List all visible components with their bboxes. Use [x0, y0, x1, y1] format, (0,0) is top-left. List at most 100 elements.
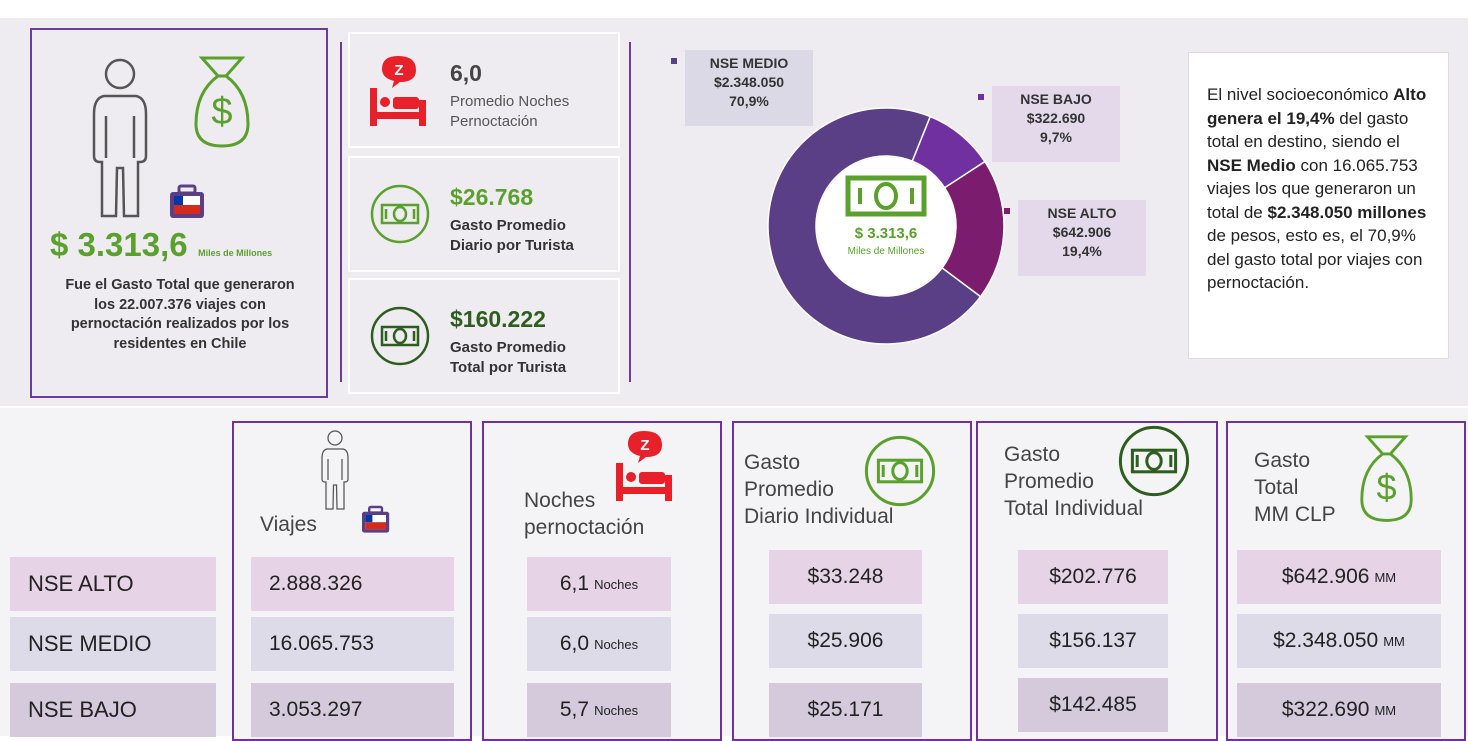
header-line: Gasto — [744, 451, 801, 474]
column-header: Viajes — [260, 511, 317, 538]
donut-segment — [767, 107, 982, 345]
stat-label: Gasto Promedio — [450, 339, 566, 356]
header-line: Promedio — [1004, 470, 1094, 493]
cell-unit: Noches — [594, 702, 639, 718]
label-name: NSE ALTO — [1047, 205, 1117, 221]
cell-unit: MM — [1374, 702, 1397, 718]
description-line: los 22.007.376 viajes con — [94, 296, 266, 313]
summary-unit: Miles de Millones — [198, 248, 273, 258]
table-cell: $25.906 — [769, 614, 922, 668]
stat-value: $26.768 — [450, 184, 534, 210]
stat-label: Gasto Promedio — [450, 217, 566, 234]
stat-box: Z 6,0 Promedio Noches Pernoctación — [348, 32, 620, 148]
table-cell: $2.348.050 MM — [1237, 614, 1441, 668]
cell-unit: Noches — [594, 636, 639, 652]
money-bag-icon: $ — [194, 56, 250, 148]
summary-amount-row: $ 3.313,6 Miles de Millones — [50, 226, 330, 264]
cell-unit: Noches — [594, 576, 639, 592]
table-cell: $156.137 — [1018, 614, 1168, 668]
stat-value: $160.222 — [450, 306, 546, 332]
header-line: Total Individual — [1004, 497, 1143, 520]
label-amount: $322.690 — [1026, 110, 1086, 126]
column-icon — [321, 430, 390, 533]
table-cell: 6,1 Noches — [527, 557, 671, 611]
table-column: Viajes 2.888.326 16.065.753 3.053.297 — [232, 421, 472, 741]
note-segment: del gasto total en destino, siendo el — [1207, 108, 1409, 152]
donut-label: NSE MEDIO $2.348.050 70,9% — [685, 50, 813, 126]
column-header: Noches pernoctación — [524, 487, 644, 541]
stat-value: 6,0 — [450, 60, 482, 86]
table-cell: $642.906 MM — [1237, 550, 1441, 604]
header-line: Total — [1254, 476, 1299, 499]
table-cell: $33.248 — [769, 550, 922, 604]
description-line: pernoctación realizados por los — [70, 316, 290, 332]
summary-box: $ $ 3.313,6 Miles de Millones Fue el Gas… — [30, 28, 328, 398]
divider — [340, 42, 342, 382]
center-bill-icon — [845, 175, 927, 217]
legend-bullet — [671, 58, 677, 64]
svg-text:Z: Z — [640, 437, 649, 454]
cell-value: $142.485 — [1049, 693, 1137, 716]
svg-text:$: $ — [211, 91, 232, 133]
header-line: Gasto — [1004, 443, 1061, 466]
label-name: NSE BAJO — [1020, 91, 1092, 107]
stat-label: Diario por Turista — [450, 237, 574, 254]
table-cell: 6,0 Noches — [527, 617, 671, 671]
row-label: NSE ALTO — [10, 557, 216, 611]
note-segment: Alto genera el 19,4% — [1207, 85, 1427, 128]
header-line: MM CLP — [1254, 503, 1336, 526]
header-line: Noches — [524, 489, 596, 512]
header-line: Diario Individual — [744, 505, 894, 528]
column-icon — [1118, 425, 1190, 497]
label-amount: $2.348.050 — [713, 74, 785, 90]
stat-icon: Z — [370, 56, 426, 126]
label-amount: $642.906 — [1052, 224, 1112, 240]
header-line: Gasto — [1254, 449, 1311, 472]
description-line: Fue el Gasto Total que generaron — [65, 277, 295, 293]
table-cell: $142.485 — [1018, 678, 1168, 732]
table-cell: 3.053.297 — [251, 683, 454, 737]
table-cell: $322.690 MM — [1237, 683, 1441, 737]
donut-chart: $ 3.313,6 Miles de Millones — [767, 107, 1005, 345]
table-column: Gasto Promedio Diario Individual $33.248 $25… — [732, 421, 972, 741]
note-text: El nivel socioeconómico Alto genera el 1… — [1188, 52, 1449, 359]
svg-text:Z: Z — [394, 62, 403, 79]
stat-icon — [370, 306, 430, 366]
cell-value: 6,1 — [559, 572, 590, 595]
header-line: Promedio — [744, 478, 834, 501]
note-segment: NSE Medio — [1207, 155, 1296, 175]
stat-box: $26.768 Gasto Promedio Diario por Turista — [348, 156, 620, 272]
donut-label: NSE ALTO $642.906 19,4% — [1018, 200, 1146, 276]
column-header: Gasto Promedio Total Individual — [1004, 441, 1143, 522]
stat-label: Pernoctación — [450, 113, 538, 130]
note-segment: con 16.065.753 viajes los que generaron … — [1207, 155, 1418, 222]
column-icon: Z — [616, 431, 672, 501]
center-value: $ 3.313,6 — [855, 225, 918, 242]
label-percent: 19,4% — [1062, 243, 1102, 259]
header-line: Viajes — [260, 513, 317, 536]
stat-icon — [370, 184, 430, 244]
legend-bullet — [978, 94, 984, 100]
cell-value: $642.906 — [1281, 565, 1370, 588]
note-segment: $2.348.050 millones — [1267, 202, 1427, 222]
cell-value: $322.690 — [1281, 698, 1370, 721]
donut-label: NSE BAJO $322.690 9,7% — [992, 86, 1120, 162]
cell-unit: MM — [1374, 569, 1397, 585]
cell-value: $156.137 — [1049, 629, 1137, 652]
legend-bullet — [1004, 208, 1010, 214]
cell-unit: MM — [1383, 633, 1405, 649]
cell-value: 6,0 — [559, 632, 590, 655]
column-icon — [864, 435, 936, 507]
summary-icons: $ — [82, 50, 282, 230]
cell-value: $25.171 — [807, 698, 884, 721]
row-label: NSE MEDIO — [10, 617, 216, 671]
donut-center — [817, 157, 955, 295]
cell-value: $2.348.050 — [1273, 629, 1379, 652]
row-label: NSE BAJO — [10, 683, 216, 737]
table-cell: 5,7 Noches — [527, 683, 671, 737]
summary-amount: $ 3.313,6 — [50, 226, 188, 263]
stat-label: Promedio Noches — [450, 93, 570, 110]
table-cell: $202.776 — [1018, 550, 1168, 604]
cell-value: 16.065.753 — [269, 632, 375, 655]
